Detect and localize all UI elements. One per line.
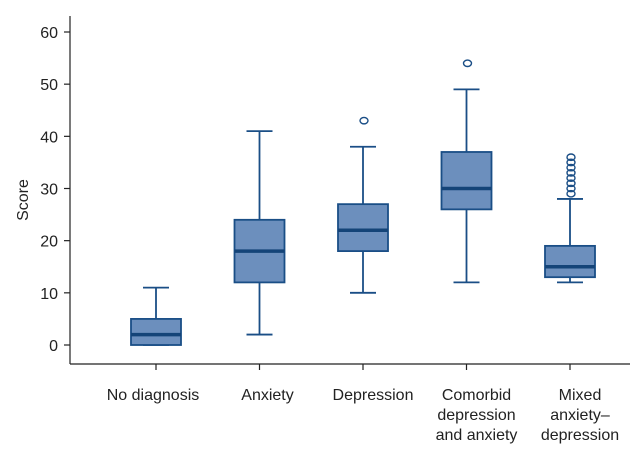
outlier-point — [359, 116, 369, 125]
y-tick-label: 60 — [40, 25, 58, 42]
box-group — [440, 59, 493, 284]
outlier-point — [566, 189, 576, 198]
x-category-label: Anxiety — [241, 387, 293, 404]
outlier-point — [566, 158, 576, 167]
outlier-point — [566, 168, 576, 177]
box-group — [130, 286, 182, 346]
y-axis-title: Score — [15, 179, 32, 221]
outlier-point — [566, 179, 576, 188]
box-group — [337, 116, 389, 294]
y-tick-label: 50 — [40, 77, 58, 94]
outlier-point — [566, 153, 576, 162]
iqr-box — [440, 151, 493, 211]
outlier-point — [566, 184, 576, 193]
y-tick-label: 0 — [49, 338, 58, 355]
x-category-label: No diagnosis — [107, 387, 200, 404]
y-tick-label: 10 — [40, 286, 58, 303]
y-tick-label: 30 — [40, 182, 58, 199]
x-category-label: Comorbid depression and anxiety — [436, 387, 518, 444]
outlier-point — [462, 59, 473, 68]
x-category-label: Depression — [333, 387, 414, 404]
box-group — [233, 130, 286, 336]
y-tick-label: 40 — [40, 129, 58, 146]
outlier-point — [566, 174, 576, 182]
axes — [69, 16, 630, 365]
boxes — [130, 59, 596, 346]
x-labels: No diagnosis Anxiety Depression Comorbid dep… — [107, 364, 619, 444]
outlier-point — [566, 163, 576, 172]
y-tick-label: 20 — [40, 234, 58, 251]
iqr-box — [337, 203, 389, 252]
x-category-label: Mixed anxiety– depression — [541, 387, 619, 444]
iqr-box — [130, 318, 182, 346]
iqr-box — [544, 244, 596, 279]
y-ticks: 0 10 20 30 40 50 60 — [40, 25, 70, 355]
box-group — [544, 153, 596, 284]
